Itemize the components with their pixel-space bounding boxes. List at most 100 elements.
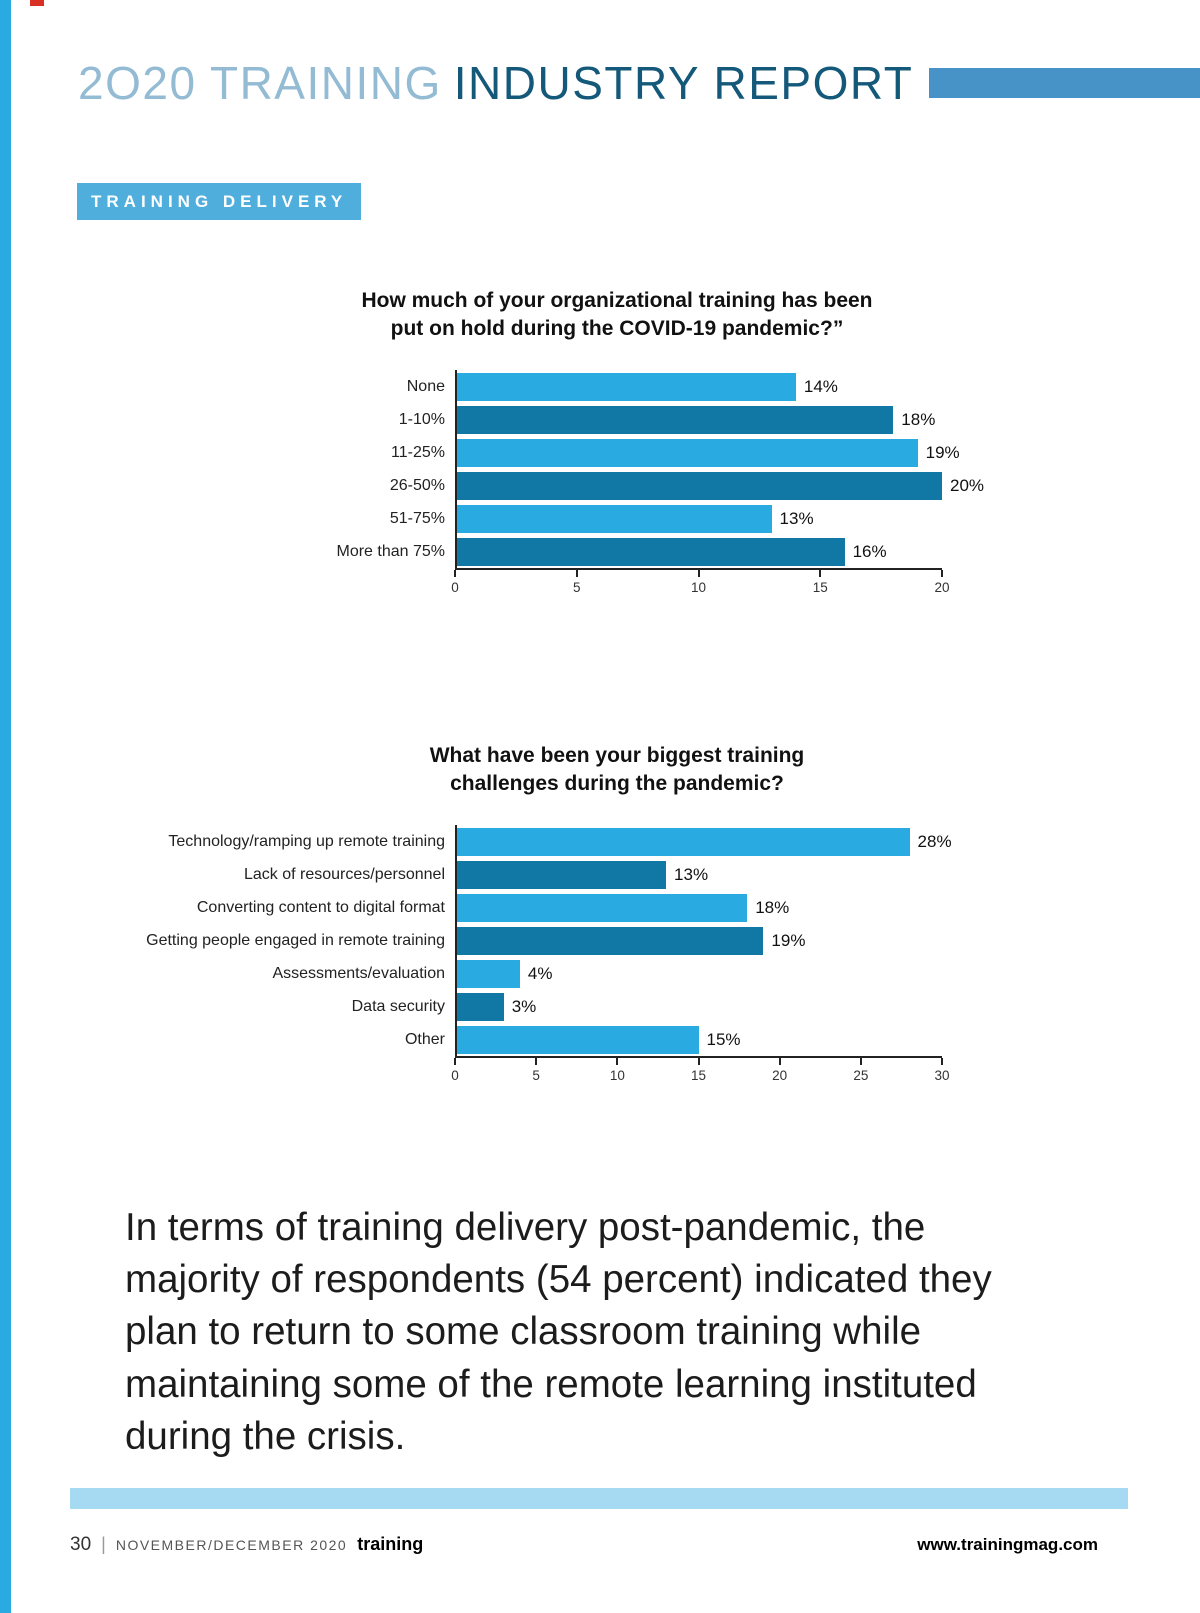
category-label: None bbox=[406, 377, 445, 395]
chart-row: 51-75% 13% bbox=[67, 502, 1067, 535]
bar bbox=[455, 860, 667, 889]
bar bbox=[455, 504, 772, 533]
axis-tick-label: 15 bbox=[690, 1068, 707, 1084]
value-label: 18% bbox=[901, 409, 936, 429]
bar bbox=[455, 992, 504, 1021]
chart-row: More than 75% 16% bbox=[67, 535, 1067, 568]
value-label: 4% bbox=[527, 963, 553, 983]
axis-tick-label: 25 bbox=[853, 1068, 869, 1084]
axis-tick bbox=[616, 1058, 619, 1066]
bar bbox=[455, 537, 845, 566]
category-label: More than 75% bbox=[336, 542, 445, 560]
value-label: 28% bbox=[917, 831, 952, 851]
chart-training-challenges: What have been your biggest training cha… bbox=[67, 742, 1067, 1088]
chart-row: 11-25% 19% bbox=[67, 436, 1067, 469]
bar bbox=[455, 471, 942, 500]
footer-left: 30 | NOVEMBER/DECEMBER 2020 training bbox=[70, 1534, 423, 1556]
chart-row: Data security 3% bbox=[67, 990, 1067, 1023]
category-label: 1-10% bbox=[398, 410, 445, 428]
axis-tick bbox=[575, 570, 578, 578]
value-label: 16% bbox=[852, 541, 887, 561]
chart-title-line-1: How much of your organizational training… bbox=[361, 289, 873, 312]
left-edge-accent-stripe bbox=[0, 0, 11, 1613]
value-label: 20% bbox=[950, 475, 985, 495]
axis-tick-label: 10 bbox=[690, 580, 707, 596]
chart-row: Other 15% bbox=[67, 1023, 1067, 1056]
bar-track: 20% bbox=[455, 471, 984, 500]
chart-rows: None 14% 1-10% 18% 11-25% 19% 26-50% 20% 51-75% 1… bbox=[67, 370, 1067, 568]
footer-divider: | bbox=[101, 1534, 106, 1554]
bar-track: 18% bbox=[455, 405, 942, 434]
bar-track: 19% bbox=[455, 438, 960, 467]
axis-tick-label: 10 bbox=[609, 1068, 625, 1084]
footer-accent-band bbox=[70, 1488, 1128, 1509]
chart-title: What have been your biggest training cha… bbox=[237, 742, 997, 797]
bar bbox=[455, 438, 918, 467]
axis-tick bbox=[454, 570, 456, 578]
chart-title-line-2: put on hold during the COVID-19 pandemic… bbox=[390, 316, 844, 340]
category-label: Technology/ramping up remote training bbox=[168, 832, 445, 850]
bar-track: 28% bbox=[455, 827, 952, 856]
header-accent-bar bbox=[929, 68, 1200, 98]
report-title: 2O20 TRAINING INDUSTRY REPORT bbox=[78, 56, 913, 110]
axis-tick bbox=[535, 1058, 538, 1066]
category-label: Assessments/evaluation bbox=[272, 964, 445, 982]
magazine-logo: training bbox=[357, 1534, 424, 1554]
chart-row: Lack of resources/personnel 13% bbox=[67, 858, 1067, 891]
chart-row: Technology/ramping up remote training 28% bbox=[67, 825, 1067, 858]
axis-tick bbox=[778, 1058, 781, 1066]
chart-x-axis: 0 5 10 15 20 bbox=[451, 568, 950, 600]
bar bbox=[455, 893, 748, 922]
report-header: 2O20 TRAINING INDUSTRY REPORT bbox=[78, 56, 1200, 110]
value-label: 19% bbox=[771, 930, 806, 950]
print-mark bbox=[30, 0, 44, 6]
report-title-dark: INDUSTRY REPORT bbox=[453, 57, 914, 109]
chart-title-line-1: What have been your biggest training bbox=[429, 744, 805, 767]
value-label: 18% bbox=[755, 897, 790, 917]
chart-training-on-hold: How much of your organizational training… bbox=[67, 287, 1067, 600]
chart-title: How much of your organizational training… bbox=[237, 287, 997, 342]
bar bbox=[455, 372, 796, 401]
value-label: 13% bbox=[779, 508, 814, 528]
bar-track: 14% bbox=[455, 372, 942, 401]
axis-tick-label: 15 bbox=[812, 580, 828, 596]
bar-track: 16% bbox=[455, 537, 942, 566]
chart-y-axis-line bbox=[455, 825, 457, 1057]
chart-title-line-2: challenges during the pandemic? bbox=[450, 771, 784, 795]
report-title-light: 2O20 TRAINING bbox=[78, 57, 442, 109]
bar-track: 13% bbox=[455, 860, 942, 889]
page-footer: 30 | NOVEMBER/DECEMBER 2020 training www… bbox=[70, 1534, 1098, 1556]
bar-track: 13% bbox=[455, 504, 942, 533]
value-label: 14% bbox=[803, 376, 838, 396]
chart-plot: None 14% 1-10% 18% 11-25% 19% 26-50% 20% 51-75% 1… bbox=[67, 370, 1067, 600]
category-label: Other bbox=[404, 1030, 445, 1048]
axis-tick-label: 5 bbox=[572, 580, 581, 596]
axis-tick-label: 5 bbox=[532, 1068, 540, 1084]
summary-paragraph: In terms of training delivery post-pande… bbox=[125, 1205, 992, 1458]
axis-tick-label: 0 bbox=[451, 580, 459, 596]
page-number: 30 bbox=[70, 1534, 92, 1555]
category-label: Converting content to digital format bbox=[196, 898, 445, 916]
category-label: Data security bbox=[351, 997, 445, 1015]
axis-tick bbox=[941, 1058, 943, 1066]
chart-row: Converting content to digital format 18% bbox=[67, 891, 1067, 924]
axis-tick-label: 20 bbox=[772, 1068, 788, 1084]
chart-row: Assessments/evaluation 4% bbox=[67, 957, 1067, 990]
value-label: 19% bbox=[925, 442, 960, 462]
bar bbox=[455, 926, 764, 955]
chart-plot: Technology/ramping up remote training 28%… bbox=[67, 825, 1067, 1088]
value-label: 3% bbox=[511, 996, 537, 1016]
chart-row: 26-50% 20% bbox=[67, 469, 1067, 502]
axis-tick bbox=[859, 1058, 862, 1066]
issue-date: NOVEMBER/DECEMBER 2020 bbox=[115, 1537, 348, 1553]
bar bbox=[455, 1025, 699, 1054]
axis-tick-label: 20 bbox=[934, 580, 950, 596]
axis-tick bbox=[697, 570, 700, 578]
chart-row: Getting people engaged in remote trainin… bbox=[67, 924, 1067, 957]
bar bbox=[455, 405, 894, 434]
bar bbox=[455, 827, 910, 856]
axis-tick bbox=[941, 570, 943, 578]
category-label: Getting people engaged in remote trainin… bbox=[146, 931, 445, 949]
bar-track: 4% bbox=[455, 959, 942, 988]
